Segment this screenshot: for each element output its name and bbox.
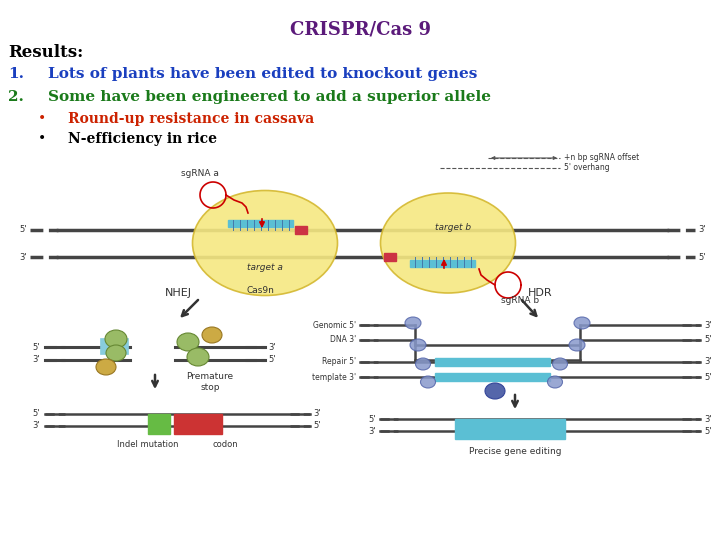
Ellipse shape: [192, 191, 338, 295]
Text: Premature
stop: Premature stop: [186, 372, 233, 391]
Text: 5': 5': [19, 225, 27, 233]
Text: target b: target b: [435, 224, 471, 233]
Ellipse shape: [380, 193, 516, 293]
Bar: [384, 253, 396, 261]
Text: Round-up resistance in cassava: Round-up resistance in cassava: [68, 112, 314, 126]
Ellipse shape: [202, 327, 222, 343]
Bar: [435, 373, 550, 381]
Bar: [455, 419, 565, 429]
Text: sgRNA b: sgRNA b: [501, 296, 539, 305]
Bar: [174, 424, 222, 434]
Ellipse shape: [405, 317, 421, 329]
Ellipse shape: [547, 376, 562, 388]
Text: sgRNA a: sgRNA a: [181, 169, 219, 178]
Text: codon: codon: [212, 440, 238, 449]
Bar: [295, 226, 307, 234]
Bar: [435, 358, 550, 366]
Ellipse shape: [410, 339, 426, 351]
Bar: [410, 260, 475, 267]
Text: 5': 5': [704, 427, 711, 435]
Text: 5': 5': [369, 415, 376, 423]
Bar: [228, 220, 293, 227]
Text: 3': 3': [19, 253, 27, 262]
Text: Genomic 5': Genomic 5': [313, 321, 356, 329]
Ellipse shape: [569, 339, 585, 351]
Text: 3': 3': [268, 342, 276, 352]
Text: 5': 5': [698, 253, 706, 262]
Text: 3': 3': [704, 357, 711, 367]
Ellipse shape: [105, 330, 127, 348]
Text: Repair 5': Repair 5': [322, 357, 356, 367]
Ellipse shape: [187, 348, 209, 366]
Bar: [148, 414, 170, 424]
Text: Results:: Results:: [8, 44, 84, 61]
Text: 3': 3': [369, 427, 376, 435]
Text: 3': 3': [698, 225, 706, 233]
Text: 3': 3': [32, 355, 40, 364]
Text: 5': 5': [704, 335, 711, 345]
Text: 5': 5': [704, 373, 711, 381]
Text: Indel mutation: Indel mutation: [117, 440, 179, 449]
Text: Lots of plants have been edited to knockout genes: Lots of plants have been edited to knock…: [48, 67, 477, 81]
Text: DNA 3': DNA 3': [330, 335, 356, 345]
Text: template 3': template 3': [312, 373, 356, 381]
Text: •: •: [38, 132, 46, 146]
Text: 3': 3': [704, 415, 711, 423]
Bar: [455, 429, 565, 439]
Text: 3': 3': [704, 321, 711, 329]
Text: CRISPR/Cas 9: CRISPR/Cas 9: [289, 20, 431, 38]
Text: 5': 5': [32, 342, 40, 352]
Text: 5' overhang: 5' overhang: [564, 164, 610, 172]
Ellipse shape: [96, 359, 116, 375]
Bar: [174, 414, 222, 424]
Text: 1.: 1.: [8, 67, 24, 81]
Text: HDR: HDR: [528, 288, 552, 298]
Text: NHEJ: NHEJ: [164, 288, 192, 298]
Text: target a: target a: [247, 264, 283, 273]
Text: 3': 3': [32, 422, 40, 430]
Text: 2.: 2.: [8, 90, 24, 104]
Text: N-efficiency in rice: N-efficiency in rice: [68, 132, 217, 146]
Ellipse shape: [485, 383, 505, 399]
Text: •: •: [38, 112, 46, 126]
Bar: [148, 424, 170, 434]
Bar: [100, 338, 128, 354]
Text: Some have been engineered to add a superior allele: Some have been engineered to add a super…: [48, 90, 491, 104]
Ellipse shape: [177, 333, 199, 351]
Text: 5': 5': [32, 409, 40, 418]
Text: 5': 5': [268, 355, 276, 364]
Text: Precise gene editing: Precise gene editing: [469, 447, 562, 456]
Text: 5': 5': [313, 422, 320, 430]
Text: +n bp sgRNA offset: +n bp sgRNA offset: [564, 153, 639, 163]
Ellipse shape: [420, 376, 436, 388]
Ellipse shape: [106, 345, 126, 361]
Text: Cas9n: Cas9n: [246, 286, 274, 295]
Ellipse shape: [552, 358, 567, 370]
Ellipse shape: [415, 358, 431, 370]
Text: 3': 3': [313, 409, 320, 418]
Ellipse shape: [574, 317, 590, 329]
